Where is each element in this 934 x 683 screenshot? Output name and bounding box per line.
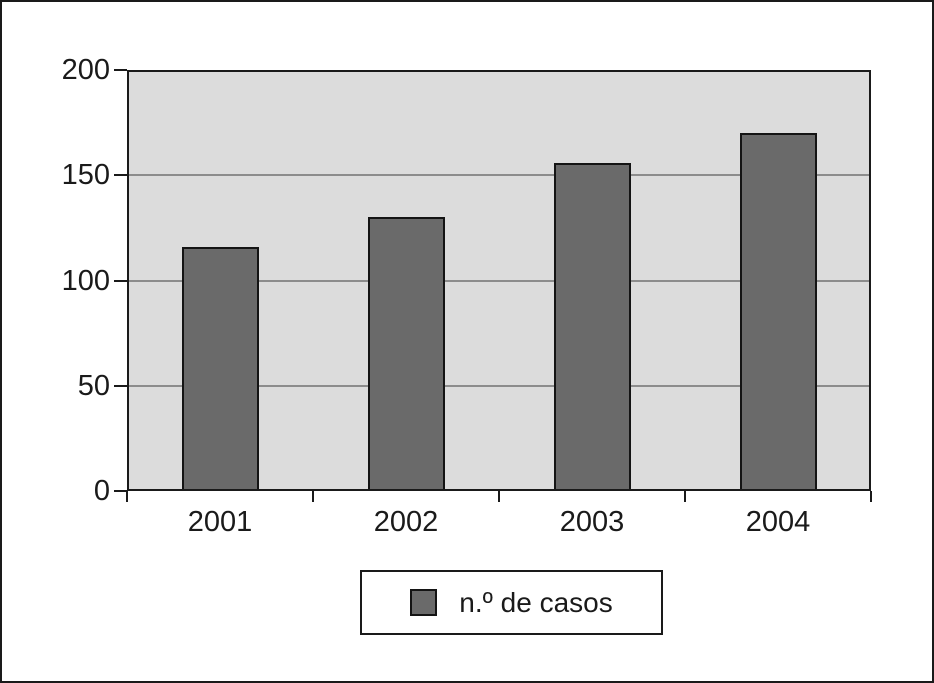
gridline-50: [129, 384, 869, 387]
bar-2003: [553, 162, 631, 489]
bar-2004: [739, 133, 817, 489]
y-tick-100: [114, 279, 127, 282]
x-tick-label-2004: 2004: [745, 506, 811, 538]
legend-swatch-icon: [410, 589, 438, 616]
x-tick-label-2001: 2001: [187, 506, 253, 538]
y-tick-0: [114, 490, 127, 492]
x-tick-1: [312, 491, 314, 502]
gridline-100: [129, 279, 869, 282]
bar-2002: [367, 217, 445, 489]
x-tick-3: [684, 491, 686, 502]
x-tick-2: [498, 491, 500, 502]
y-tick-label-0: 0: [93, 475, 110, 507]
y-tick-50: [114, 384, 127, 387]
x-tick-label-2002: 2002: [373, 506, 439, 538]
y-tick-label-200: 200: [61, 54, 110, 86]
y-tick-150: [114, 174, 127, 177]
y-tick-label-150: 150: [61, 159, 110, 192]
x-tick-label-2003: 2003: [559, 506, 625, 538]
bar-2001: [181, 246, 259, 489]
y-tick-label-50: 50: [77, 369, 110, 402]
legend: n.º de casos: [360, 570, 663, 635]
legend-label: n.º de casos: [459, 586, 613, 618]
gridline-150: [129, 174, 869, 177]
x-tick-0: [126, 491, 128, 502]
x-tick-4: [870, 491, 872, 502]
y-tick-200: [114, 69, 127, 71]
y-tick-label-100: 100: [61, 264, 110, 297]
